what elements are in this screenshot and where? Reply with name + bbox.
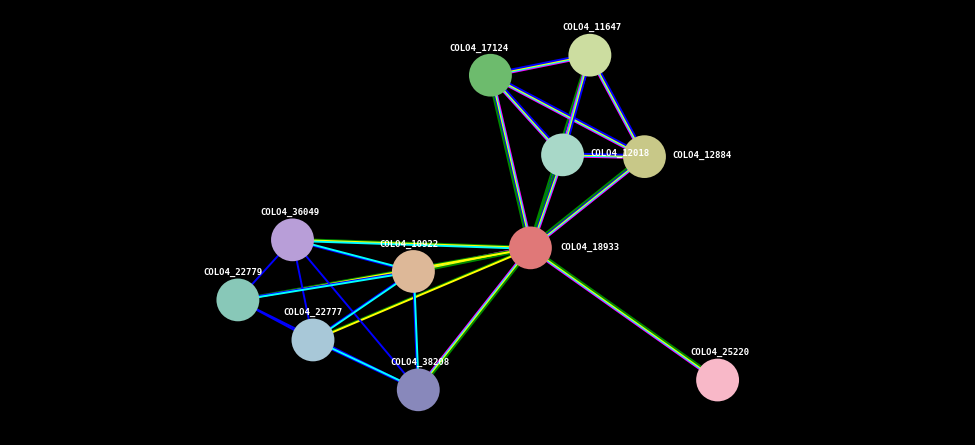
Ellipse shape xyxy=(397,368,440,411)
Text: COLO4_17124: COLO4_17124 xyxy=(449,44,508,53)
Ellipse shape xyxy=(469,54,512,97)
Text: COLO4_22779: COLO4_22779 xyxy=(204,268,262,277)
Ellipse shape xyxy=(216,279,259,321)
Text: COLO4_25220: COLO4_25220 xyxy=(690,348,749,357)
Ellipse shape xyxy=(271,218,314,261)
Ellipse shape xyxy=(541,134,584,176)
Text: COLO4_18933: COLO4_18933 xyxy=(561,243,620,252)
Ellipse shape xyxy=(696,359,739,401)
Text: COLO4_22777: COLO4_22777 xyxy=(284,308,342,317)
Text: COLO4_12884: COLO4_12884 xyxy=(673,151,732,160)
Ellipse shape xyxy=(392,250,435,293)
Text: COLO4_38208: COLO4_38208 xyxy=(391,358,449,367)
Text: COLO4_12018: COLO4_12018 xyxy=(591,149,650,158)
Ellipse shape xyxy=(623,135,666,178)
Ellipse shape xyxy=(568,34,611,77)
Text: COLO4_10922: COLO4_10922 xyxy=(379,240,438,249)
Ellipse shape xyxy=(292,319,334,361)
Ellipse shape xyxy=(509,227,552,269)
Text: COLO4_36049: COLO4_36049 xyxy=(260,208,319,217)
Text: COLO4_11647: COLO4_11647 xyxy=(563,24,621,32)
